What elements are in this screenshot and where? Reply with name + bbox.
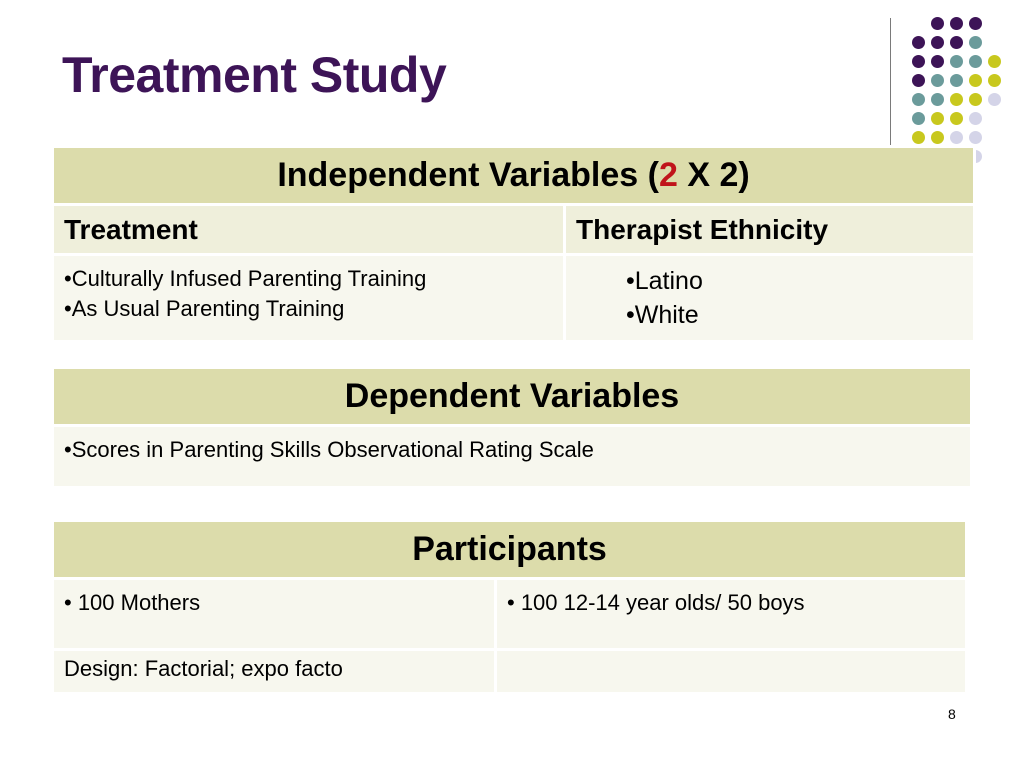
ethnicity-levels: •Latino •White — [562, 253, 977, 343]
iv-header-prefix: Independent Variables ( — [277, 156, 659, 194]
treatment-label: Treatment — [51, 203, 566, 256]
empty-cell — [494, 648, 968, 695]
decorative-dot — [931, 131, 944, 144]
list-item: •Latino — [626, 267, 703, 295]
participants-youth: • 100 12-14 year olds/ 50 boys — [494, 577, 968, 651]
decorative-dot — [969, 17, 982, 30]
decorative-dot — [931, 93, 944, 106]
decorative-dot — [931, 112, 944, 125]
decorative-dot — [912, 74, 925, 87]
decorative-dot — [931, 55, 944, 68]
participants-table: Participants • 100 Mothers • 100 12-14 y… — [51, 519, 968, 695]
decorative-dot — [988, 55, 1001, 68]
decorative-dot — [950, 17, 963, 30]
participants-header: Participants — [51, 519, 968, 580]
decorative-dot — [969, 74, 982, 87]
participants-mothers: • 100 Mothers — [51, 577, 497, 651]
decorative-dot — [969, 112, 982, 125]
decorative-dot — [988, 93, 1001, 106]
decorative-dot — [931, 74, 944, 87]
decorative-dot — [950, 131, 963, 144]
iv-header-highlight: 2 — [658, 156, 678, 194]
decorative-dot — [912, 55, 925, 68]
decorative-dot — [988, 74, 1001, 87]
decorative-dot — [912, 131, 925, 144]
independent-variables-header: Independent Variables (2 X 2) — [50, 145, 977, 206]
decorative-dot — [912, 36, 925, 49]
decorative-dot — [969, 93, 982, 106]
list-item: •White — [626, 301, 699, 329]
iv-header-suffix: X 2) — [677, 156, 750, 194]
decorative-dot — [950, 112, 963, 125]
list-item: •Culturally Infused Parenting Training — [64, 266, 427, 291]
decorative-dot — [931, 36, 944, 49]
decorative-dot — [950, 93, 963, 106]
therapist-ethnicity-label: Therapist Ethnicity — [562, 203, 977, 256]
decorative-dot — [912, 93, 925, 106]
slide-title: Treatment Study — [62, 47, 447, 103]
dependent-variables-table: Dependent Variables •Scores in Parenting… — [51, 366, 973, 489]
decorative-dot — [950, 74, 963, 87]
decorative-dot — [950, 36, 963, 49]
treatment-levels: •Culturally Infused Parenting Training •… — [51, 253, 566, 343]
decorative-dot — [969, 36, 982, 49]
decorative-dot — [950, 55, 963, 68]
decorative-dot — [912, 112, 925, 125]
list-item: •As Usual Parenting Training — [64, 296, 345, 321]
independent-variables-table: Independent Variables (2 X 2) Treatment … — [50, 145, 977, 343]
dependent-variable-item: •Scores in Parenting Skills Observationa… — [51, 424, 973, 489]
decorative-dot — [969, 55, 982, 68]
decorative-dot — [969, 131, 982, 144]
divider-line — [890, 18, 891, 146]
decorative-dot — [931, 17, 944, 30]
dependent-variables-header: Dependent Variables — [51, 366, 973, 427]
design-note: Design: Factorial; expo facto — [51, 648, 497, 695]
page-number: 8 — [948, 706, 956, 722]
